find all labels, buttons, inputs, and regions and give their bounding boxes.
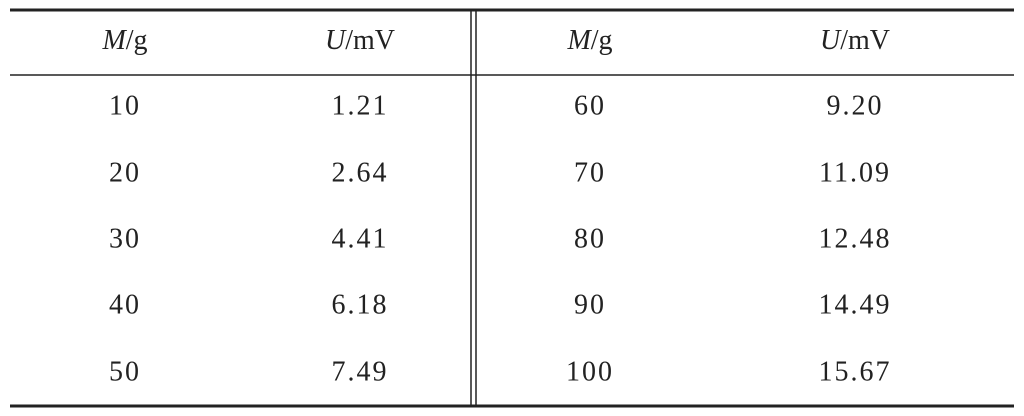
body-cell: 50: [109, 356, 141, 387]
body-cell: 90: [574, 289, 606, 320]
header-cell: M/g: [101, 25, 147, 56]
body-cell: 80: [574, 223, 606, 254]
body-cell: 4.41: [332, 223, 389, 254]
body-cell: 10: [109, 90, 141, 121]
header-cell: U/mV: [820, 25, 890, 56]
body-cell: 7.49: [332, 356, 389, 387]
body-cell: 60: [574, 90, 606, 121]
body-cell: 12.48: [819, 223, 892, 254]
body-cell: 20: [109, 157, 141, 188]
body-cell: 11.09: [819, 157, 891, 188]
body-cell: 70: [574, 157, 606, 188]
body-cell: 9.20: [827, 90, 884, 121]
body-cell: 40: [109, 289, 141, 320]
body-cell: 15.67: [819, 356, 892, 387]
body-cell: 6.18: [332, 289, 389, 320]
body-cell: 30: [109, 223, 141, 254]
body-cell: 100: [566, 356, 614, 387]
body-cell: 1.21: [332, 90, 389, 121]
body-cell: 14.49: [819, 289, 892, 320]
body-cell: 2.64: [332, 157, 389, 188]
header-cell: M/g: [566, 25, 612, 56]
header-cell: U/mV: [325, 25, 395, 56]
